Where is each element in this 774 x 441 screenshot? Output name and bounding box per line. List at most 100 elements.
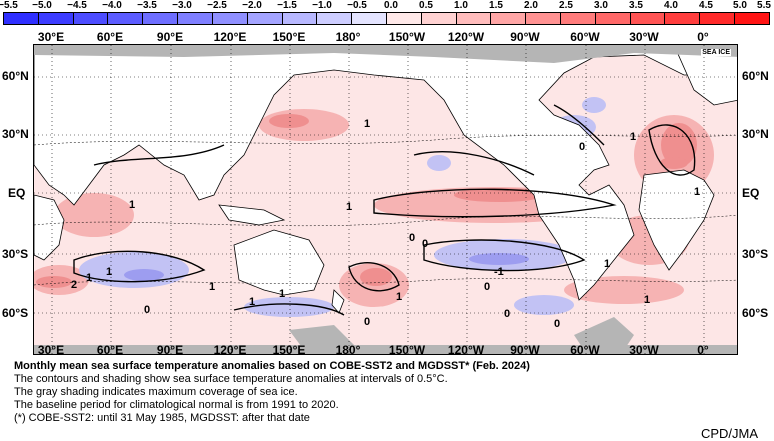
colorbar-swatch [212, 13, 248, 24]
contour-lines [73, 104, 696, 316]
graticule [34, 45, 737, 354]
lon-label: 90°E [156, 343, 184, 357]
africa [638, 169, 715, 271]
lon-label: 90°W [510, 30, 540, 44]
colorbar-swatch [421, 13, 457, 24]
contour-label: 1 [694, 186, 700, 198]
colorbar-swatch [491, 13, 527, 24]
strong-cool-anomaly-regions [124, 253, 529, 281]
contour-label: 1 [86, 272, 92, 284]
lon-label: 120°E [213, 343, 247, 357]
lon-label: 90°E [156, 30, 184, 44]
lon-label: 180° [335, 30, 361, 44]
colorbar-tick: −4.0 [102, 0, 122, 11]
europe [673, 45, 737, 106]
lon-label: 60°W [570, 30, 600, 44]
contour-label: 1 [249, 296, 255, 308]
colorbar-tick: −1.0 [312, 0, 332, 11]
maritime-continent [218, 204, 286, 226]
colorbar-swatch [595, 13, 631, 24]
colorbar-legend: −5.5 −5.0 −4.5 −4.0 −3.5 −3.0 −2.5 −2.0 … [0, 0, 774, 30]
lon-label: 90°W [510, 343, 540, 357]
lon-label: 120°W [447, 343, 485, 357]
contour-label: 0 [484, 281, 490, 293]
strong-warm-anomaly-regions [36, 114, 697, 288]
colorbar-swatches [3, 12, 770, 25]
lon-label: 30°W [629, 343, 659, 357]
colorbar-tick: −2.5 [207, 0, 227, 11]
australia [233, 229, 325, 296]
northern-continents [34, 45, 737, 301]
contour-label: 2 [71, 279, 77, 291]
colorbar-tick: 5.0 [733, 0, 747, 11]
lon-label: 150°E [272, 30, 306, 44]
contour-label: 0 [504, 308, 510, 320]
contour-label: 0 [422, 238, 428, 250]
colorbar-swatch [561, 13, 596, 24]
lat-label-left: 60°N [2, 69, 29, 83]
lon-label: 60°W [570, 343, 600, 357]
colorbar-tick: 3.5 [629, 0, 643, 11]
colorbar-tick: 4.0 [664, 0, 678, 11]
lat-label-left: 30°N [2, 127, 29, 141]
lat-label-left: 30°S [2, 247, 29, 261]
land-masses [34, 45, 737, 314]
contour-label: 1 [364, 118, 370, 130]
contour-label: -1 [494, 266, 504, 278]
contour-label: 1 [604, 258, 610, 270]
colorbar-swatch [143, 13, 179, 24]
lon-label: 0° [697, 30, 709, 44]
colorbar-tick: −3.5 [137, 0, 157, 11]
lon-label: 120°W [447, 30, 485, 44]
colorbar-swatch [526, 13, 561, 24]
contour-label: 0 [364, 316, 370, 328]
lon-label: 180° [335, 343, 361, 357]
colorbar-swatch [178, 13, 213, 24]
colorbar-tick: −3.0 [172, 0, 192, 11]
colorbar-swatch [108, 13, 144, 24]
contour-label: 1 [209, 281, 215, 293]
caption-line: The contours and shading show sea surfac… [14, 373, 448, 385]
colorbar-tick: 1.0 [454, 0, 468, 11]
figure-caption: Monthly mean sea surface temperature ano… [14, 360, 754, 425]
lon-label: 150°E [272, 343, 306, 357]
colorbar-swatch [282, 13, 318, 24]
colorbar-swatch [38, 13, 74, 24]
colorbar-swatch [700, 13, 736, 24]
lon-label: 150°W [388, 343, 426, 357]
lon-label: 30°W [629, 30, 659, 44]
lat-label-left: EQ [8, 186, 26, 200]
lat-label-right: EQ [742, 186, 760, 200]
lon-label: 0° [697, 343, 709, 357]
colorbar-tick: −2.0 [242, 0, 262, 11]
lat-label-right: 60°N [742, 69, 769, 83]
africa-east [34, 194, 65, 261]
colorbar-tick: −4.5 [67, 0, 87, 11]
colorbar-swatch [456, 13, 492, 24]
colorbar-swatch [4, 13, 39, 24]
colorbar-swatch [317, 13, 353, 24]
colorbar-tick: −5.5 [0, 0, 18, 11]
bottom-longitude-labels: 30°E 60°E 90°E 120°E 150°E 180° 150°W 12… [0, 343, 774, 359]
caption-line: (*) COBE-SST2: until 31 May 1985, MGDSST… [14, 412, 310, 424]
contour-label: 0 [579, 141, 585, 153]
sst-anomaly-map: 1 1 1 1 0 0 1 1 2 1 1 0 0 0 -1 1 1 1 1 0… [33, 44, 738, 355]
lon-label: 30°E [37, 30, 65, 44]
sea-ice-regions [34, 45, 737, 354]
lat-label-right: 30°N [742, 127, 769, 141]
colorbar-tick: −1.5 [277, 0, 297, 11]
colorbar-swatch [386, 13, 422, 24]
contour-label: 0 [554, 318, 560, 330]
colorbar-tick: 5.5 [757, 0, 771, 11]
caption-title: Monthly mean sea surface temperature ano… [14, 360, 530, 372]
colorbar-swatch [630, 13, 666, 24]
colorbar-tick: 2.0 [524, 0, 538, 11]
contour-label: 1 [396, 291, 402, 303]
colorbar-tick: 0.5 [419, 0, 433, 11]
colorbar-swatch [247, 13, 283, 24]
lon-label: 30°E [37, 343, 65, 357]
contour-label: 0 [144, 304, 150, 316]
lon-label: 150°W [388, 30, 426, 44]
colorbar-tick: −5.0 [32, 0, 52, 11]
lon-label: 60°E [96, 343, 124, 357]
